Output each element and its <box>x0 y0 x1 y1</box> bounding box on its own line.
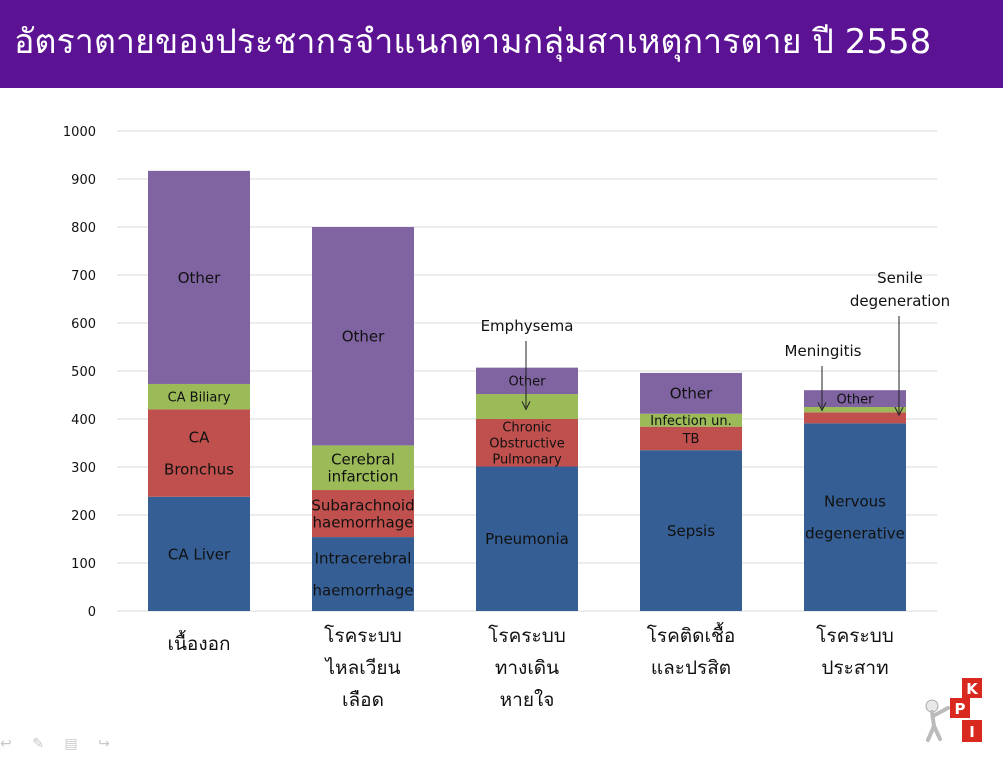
y-tick-label: 500 <box>71 365 96 380</box>
slide-title: อัตราตายของประชากรจำแนกตามกลุ่มสาเหตุการ… <box>14 22 932 62</box>
bar-segment <box>312 445 414 491</box>
segment-label: Cerebral <box>331 451 395 469</box>
y-tick-label: 800 <box>71 221 96 236</box>
segment-label: haemorrhage <box>313 513 414 531</box>
kpi-logo: K P I <box>925 678 982 742</box>
annotation-text: Emphysema <box>481 317 574 335</box>
bar-segment <box>312 227 414 446</box>
segment-label: Subarachnoid <box>311 496 414 514</box>
bar-segment <box>640 426 742 451</box>
annotation-text: degeneration <box>850 292 950 310</box>
forward-icon[interactable]: ↪ <box>98 736 118 752</box>
bar-segment <box>640 372 742 414</box>
y-tick-label: 0 <box>88 605 96 620</box>
annotation-arrowhead <box>894 406 904 417</box>
segment-label: Pneumonia <box>485 530 569 548</box>
bar-segment <box>640 413 742 427</box>
y-tick-label: 900 <box>71 173 96 188</box>
segment-label: CA Biliary <box>168 390 231 405</box>
segment-label: Nervous <box>824 493 886 511</box>
bar-segment <box>804 390 906 407</box>
slide-nav[interactable]: ↩ ✎ ▤ ↪ <box>0 736 118 752</box>
bar-segment <box>148 409 250 497</box>
y-tick-label: 400 <box>71 413 96 428</box>
bar-segment <box>148 170 250 384</box>
bar-segment <box>804 407 906 413</box>
segment-label: degenerative <box>805 525 905 543</box>
bar-segment <box>312 490 414 538</box>
segment-label: Other <box>837 392 875 407</box>
x-category-label: เนื้องอก <box>167 633 231 655</box>
segment-label: haemorrhage <box>313 581 414 599</box>
annotation-arrowhead <box>521 401 531 411</box>
x-category-label: โรคระบบ ประสาท <box>816 625 894 679</box>
logo-letter: P <box>955 700 966 718</box>
pen-icon[interactable]: ✎ <box>32 736 52 752</box>
segment-label: TB <box>682 432 700 447</box>
x-category-label: โรคระบบ ไหลเวียน เลือด <box>324 625 402 711</box>
annotation-arrowhead <box>817 402 827 412</box>
back-icon[interactable]: ↩ <box>0 736 20 752</box>
bar-segment <box>804 423 906 611</box>
y-tick-label: 300 <box>71 461 96 476</box>
y-tick-label: 600 <box>71 317 96 332</box>
annotation-text: Meningitis <box>785 342 862 360</box>
logo-letter: K <box>966 680 979 698</box>
segment-label: Other <box>509 375 547 390</box>
bar-segment <box>476 466 578 611</box>
bar-segment <box>804 412 906 424</box>
bar-segment <box>148 496 250 611</box>
segment-label: Obstructive <box>489 436 565 451</box>
menu-icon[interactable]: ▤ <box>64 736 86 752</box>
logo-letter: I <box>969 723 975 741</box>
segment-label: infarction <box>328 468 399 486</box>
y-tick-label: 100 <box>71 557 96 572</box>
segment-label: Other <box>670 385 713 403</box>
bar-segment <box>148 383 250 410</box>
segment-label: Infection un. <box>650 414 731 429</box>
segment-label: Sepsis <box>667 522 715 540</box>
segment-label: Chronic <box>502 420 551 435</box>
segment-label: CA <box>189 428 210 446</box>
segment-label: Pulmonary <box>492 452 562 467</box>
segment-label: Other <box>342 328 385 346</box>
annotation-text: Senile <box>877 269 923 287</box>
bar-segment <box>640 450 742 611</box>
y-tick-label: 200 <box>71 509 96 524</box>
segment-label: Bronchus <box>164 460 234 478</box>
title-bar: อัตราตายของประชากรจำแนกตามกลุ่มสาเหตุการ… <box>0 0 1003 88</box>
segment-label: CA Liver <box>168 545 231 563</box>
bar-segment <box>476 419 578 467</box>
stacked-bar-chart: 0 100 200 300 400 500 600 700 800 900 1000 CA Liver… <box>63 125 950 620</box>
segment-label: Intracerebral <box>315 549 412 567</box>
bar-segment <box>312 537 414 611</box>
x-category-label: โรคระบบ ทางเดิน หายใจ <box>488 625 566 711</box>
y-tick-label: 700 <box>71 269 96 284</box>
bar-segment <box>476 367 578 395</box>
y-tick-label: 1000 <box>63 125 96 140</box>
x-category-label: โรคติดเชื้อ และปรสิต <box>646 625 736 679</box>
segment-label: Other <box>178 269 221 287</box>
